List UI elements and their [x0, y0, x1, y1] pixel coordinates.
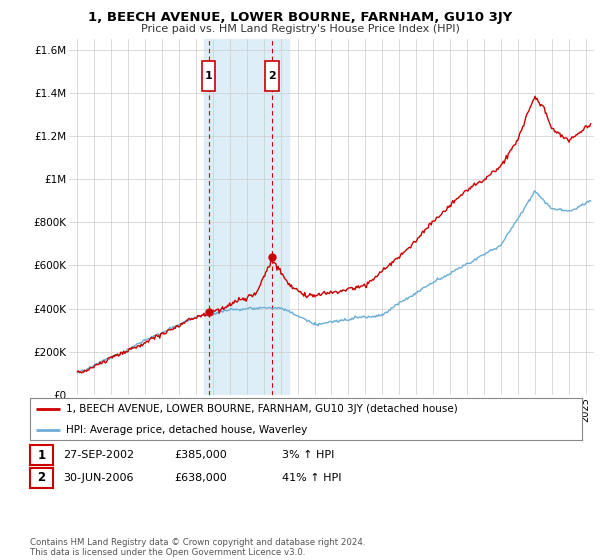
Text: 1: 1	[37, 449, 46, 462]
Text: 41% ↑ HPI: 41% ↑ HPI	[282, 473, 341, 483]
FancyBboxPatch shape	[265, 60, 279, 91]
Text: Price paid vs. HM Land Registry's House Price Index (HPI): Price paid vs. HM Land Registry's House …	[140, 24, 460, 34]
Text: £385,000: £385,000	[174, 450, 227, 460]
Text: 3% ↑ HPI: 3% ↑ HPI	[282, 450, 334, 460]
Text: Contains HM Land Registry data © Crown copyright and database right 2024.
This d: Contains HM Land Registry data © Crown c…	[30, 538, 365, 557]
Text: 2: 2	[268, 71, 276, 81]
Text: 1, BEECH AVENUE, LOWER BOURNE, FARNHAM, GU10 3JY: 1, BEECH AVENUE, LOWER BOURNE, FARNHAM, …	[88, 11, 512, 24]
Text: HPI: Average price, detached house, Waverley: HPI: Average price, detached house, Wave…	[66, 426, 307, 435]
Text: 1: 1	[205, 71, 212, 81]
Text: £638,000: £638,000	[174, 473, 227, 483]
Text: 1, BEECH AVENUE, LOWER BOURNE, FARNHAM, GU10 3JY (detached house): 1, BEECH AVENUE, LOWER BOURNE, FARNHAM, …	[66, 404, 458, 414]
FancyBboxPatch shape	[202, 60, 215, 91]
Text: 2: 2	[37, 471, 46, 484]
Text: 30-JUN-2006: 30-JUN-2006	[63, 473, 133, 483]
Text: 27-SEP-2002: 27-SEP-2002	[63, 450, 134, 460]
Bar	[205, 39, 289, 395]
